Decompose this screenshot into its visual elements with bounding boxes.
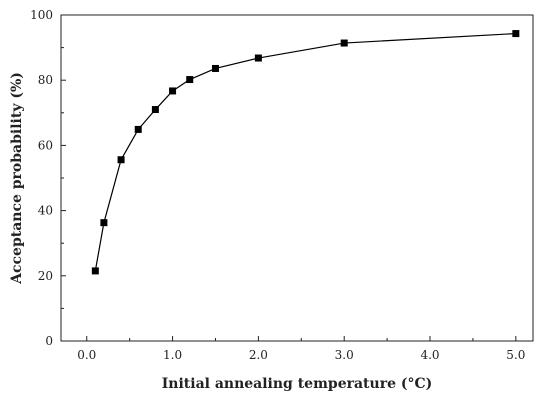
x-tick-label: 3.0 [335,348,354,362]
y-tick-label: 0 [45,334,53,348]
y-tick-label: 100 [30,8,53,22]
data-point-marker [117,156,125,164]
plot-frame [60,14,534,342]
data-point-marker [134,125,142,133]
data-point-marker [186,76,194,84]
data-point-marker [340,39,348,47]
x-tick-label: 1.0 [163,348,182,362]
y-tick-label: 80 [38,73,53,87]
data-point-marker [151,106,159,114]
x-tick-label: 2.0 [249,348,268,362]
data-point-marker [512,30,520,38]
y-tick-label: 40 [38,204,53,218]
data-point-marker [91,267,99,275]
data-point-marker [169,87,177,95]
x-tick-label: 0.0 [77,348,96,362]
y-tick-label: 60 [38,138,53,152]
series-line [94,32,516,272]
data-point-marker [100,219,108,227]
data-point-marker [211,64,219,72]
y-axis-title: Acceptance probability (%) [9,72,25,285]
x-tick-label: 4.0 [420,348,439,362]
y-tick-label: 20 [38,269,53,283]
data-point-marker [254,54,262,62]
x-axis-title: Initial annealing temperature (°C) [162,376,433,392]
x-tick-label: 5.0 [506,348,525,362]
